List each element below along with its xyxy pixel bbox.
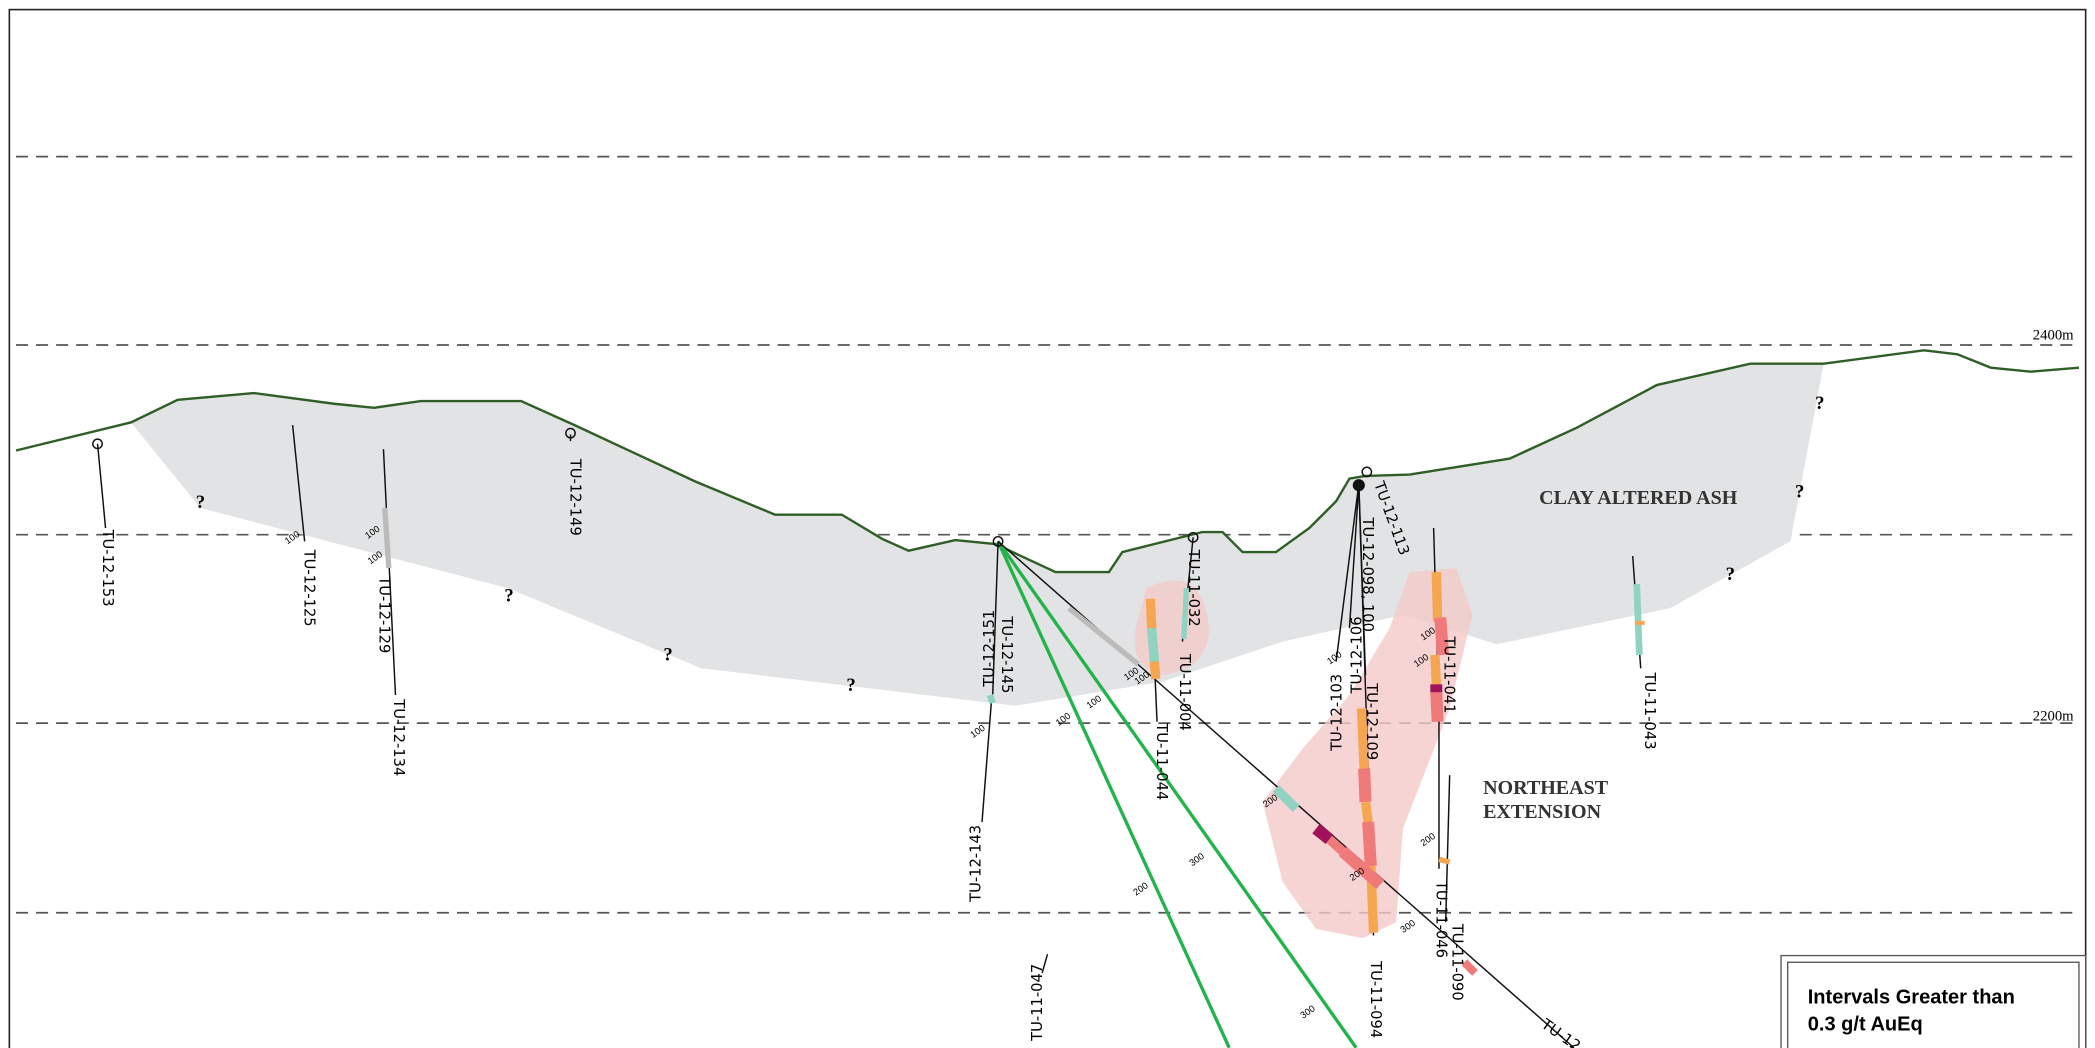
- drill-trace: [981, 701, 993, 823]
- hole-label: TU-12-149: [567, 458, 584, 536]
- collar: [1352, 479, 1365, 492]
- depth-label: 200: [1419, 831, 1438, 848]
- drill-trace: [991, 541, 999, 696]
- question-mark: ?: [1815, 393, 1824, 414]
- hole-label: TU-12-106: [1348, 616, 1365, 694]
- interval: [382, 507, 392, 569]
- interval: [1430, 654, 1441, 685]
- question-mark: ?: [1726, 564, 1735, 585]
- question-mark: ?: [846, 675, 855, 696]
- question-mark: ?: [663, 644, 672, 665]
- question-mark: ?: [196, 492, 205, 513]
- hole-label: TU-12-125: [301, 549, 318, 627]
- hole-label: TU-12-134: [390, 698, 407, 776]
- zone-label: NORTHEAST: [1483, 777, 1609, 799]
- drill-trace: [1444, 775, 1451, 923]
- interval: [1362, 821, 1377, 867]
- hole-label: TU-12-151: [981, 610, 998, 688]
- interval: [1356, 708, 1369, 769]
- hole-label: TU-11-043: [1641, 672, 1658, 750]
- clay-altered-zone: [130, 363, 1824, 706]
- interval: [1438, 856, 1451, 865]
- hole-label: TU-12-153: [99, 529, 116, 607]
- interval: [1430, 692, 1444, 723]
- interval: [1360, 801, 1373, 823]
- collar: [1361, 466, 1373, 478]
- elevation-label: 2200m: [2033, 708, 2074, 724]
- interval: [1272, 785, 1300, 812]
- interval: [1431, 571, 1443, 622]
- hole-label: TU-11-094: [1367, 960, 1384, 1038]
- interval: [1633, 583, 1643, 656]
- hole-label: TU-12-145: [998, 615, 1015, 693]
- interval: [1338, 846, 1385, 890]
- hole-label: TU-12-109: [1363, 682, 1380, 760]
- question-mark: ?: [1795, 481, 1804, 502]
- hole-label: TU-11-046: [1432, 880, 1449, 958]
- depth-label: 300: [1188, 851, 1207, 868]
- legend-title: 0.3 g/t AuEq: [1808, 1013, 1923, 1035]
- drill-trace: [96, 443, 107, 529]
- legend-inner: [1787, 961, 2080, 1048]
- legend-title: Intervals Greater than: [1808, 987, 2015, 1009]
- topography: [15, 349, 2080, 574]
- collars: [92, 427, 1373, 547]
- hole-label: TU-11-090: [1448, 923, 1465, 1001]
- interval: [1067, 606, 1141, 667]
- hole-label: TU-12-143: [968, 825, 985, 903]
- drill-trace: [996, 540, 1358, 1048]
- depth-label: 100: [1054, 711, 1073, 728]
- zone-label: EXTENSION: [1483, 801, 1602, 823]
- depth-label: 300: [1399, 918, 1418, 935]
- depth-label: 200: [1131, 880, 1150, 897]
- collar: [1187, 531, 1199, 543]
- depth-label: 100: [1325, 649, 1344, 666]
- hole-label: TU-12: [1537, 1015, 1583, 1048]
- hole-label: TU-11-041: [1440, 635, 1457, 713]
- depth-label: 300: [1298, 1003, 1317, 1020]
- elevation-label: 2400m: [2033, 328, 2074, 344]
- collar: [565, 427, 576, 439]
- drill-trace: [1358, 483, 1367, 676]
- drill-trace: [1041, 954, 1049, 974]
- green-holes: [996, 540, 1358, 1048]
- interval: [1358, 768, 1372, 803]
- interval: [1326, 835, 1346, 855]
- hole-label: TU-11-004: [1176, 653, 1193, 731]
- hole-label: TU-12-103: [1328, 674, 1345, 752]
- drill-trace: [1348, 483, 1360, 629]
- interval: [1312, 823, 1334, 845]
- hole-label: TU-12-129: [375, 575, 392, 653]
- drill-trace: [1335, 483, 1360, 662]
- interval: [1145, 598, 1157, 629]
- drill-trace: [996, 540, 1231, 1048]
- question-mark: ?: [504, 585, 513, 606]
- depth-label: 100: [968, 723, 987, 740]
- collar: [92, 438, 103, 450]
- interval: [1181, 587, 1190, 640]
- interval: [1147, 627, 1160, 662]
- depth-label: 100: [1085, 693, 1104, 710]
- hole-label: TU-11-044: [1153, 722, 1170, 800]
- collar: [992, 535, 1004, 547]
- hole-label: TU-12-098, 100: [1359, 517, 1376, 632]
- interval: [1434, 617, 1449, 656]
- zone-label: CLAY ALTERED ASH: [1539, 487, 1738, 509]
- hole-label: TU-11-032: [1185, 549, 1202, 627]
- interval: [1461, 959, 1478, 976]
- drill-trace: [382, 449, 397, 696]
- hole-label: TU-11-047: [1029, 964, 1046, 1042]
- interval: [1149, 661, 1161, 680]
- interval: [986, 693, 996, 705]
- legend-box: [1780, 954, 2087, 1048]
- frame: [8, 8, 2087, 1048]
- drill-trace: [291, 425, 306, 542]
- intervals: [986, 571, 1645, 976]
